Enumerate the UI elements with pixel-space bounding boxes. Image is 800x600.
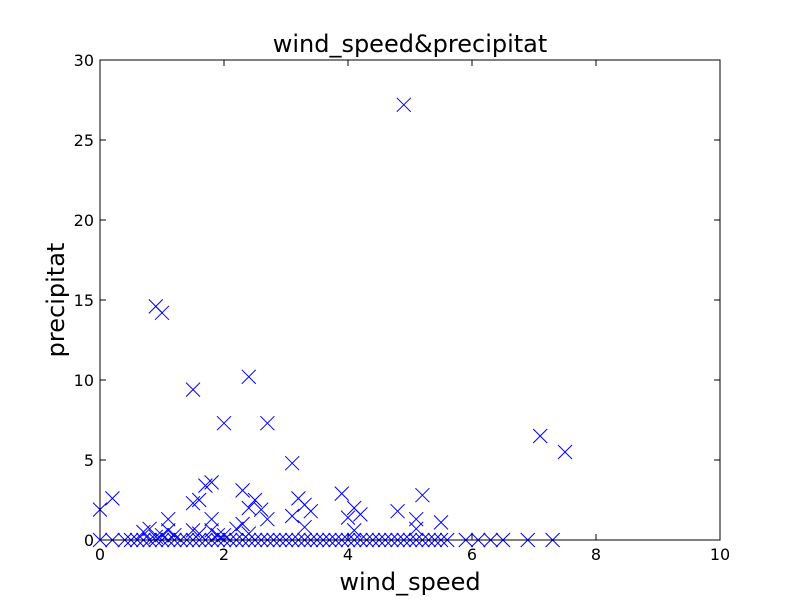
data-point — [142, 521, 157, 537]
x-tick-label: 4 — [343, 545, 353, 564]
data-point — [396, 97, 412, 113]
x-tick-label: 8 — [591, 545, 601, 564]
x-axis-title: wind_speed — [339, 568, 480, 596]
data-point — [247, 492, 263, 508]
data-point — [253, 502, 269, 517]
data-point — [160, 511, 176, 527]
data-point — [260, 511, 275, 527]
y-tick-label: 20 — [74, 211, 94, 230]
data-point — [557, 444, 573, 460]
x-tick-label: 0 — [95, 545, 105, 564]
y-tick-label: 15 — [74, 291, 94, 310]
y-tick-label: 0 — [84, 531, 94, 550]
data-point — [284, 455, 300, 471]
data-point — [284, 508, 300, 524]
data-point — [532, 428, 548, 444]
points-layer — [92, 97, 573, 548]
data-point — [235, 483, 250, 498]
x-tick-label: 2 — [219, 545, 229, 564]
data-point — [229, 521, 244, 537]
data-point — [241, 369, 257, 385]
x-tick-label: 6 — [467, 545, 477, 564]
y-tick-label: 5 — [84, 451, 94, 470]
data-point — [204, 475, 219, 490]
y-axis-title: precipitat — [42, 243, 70, 358]
ticks-layer: 0 2 4 6 8 10 0 5 10 15 20 25 30 — [74, 51, 731, 564]
data-point — [353, 507, 368, 522]
y-tick-label: 30 — [74, 51, 94, 70]
data-point — [408, 521, 424, 537]
data-point — [297, 519, 312, 535]
data-point — [191, 492, 207, 508]
data-point — [185, 382, 201, 397]
data-point — [235, 516, 250, 532]
chart-title: wind_speed&precipitat — [273, 30, 548, 58]
data-point — [260, 415, 275, 431]
data-point — [204, 511, 219, 527]
plot-area-frame — [99, 59, 721, 541]
x-tick-label: 10 — [710, 545, 730, 564]
data-point — [154, 305, 170, 321]
data-point — [390, 503, 405, 519]
data-point — [334, 486, 350, 501]
y-tick-label: 10 — [74, 371, 94, 390]
data-point — [303, 503, 319, 519]
data-point — [216, 415, 232, 431]
y-tick-label: 25 — [74, 131, 94, 150]
data-point — [433, 515, 449, 530]
data-point — [340, 510, 356, 525]
data-point — [105, 491, 120, 506]
data-point — [415, 487, 430, 503]
data-point — [241, 500, 257, 516]
